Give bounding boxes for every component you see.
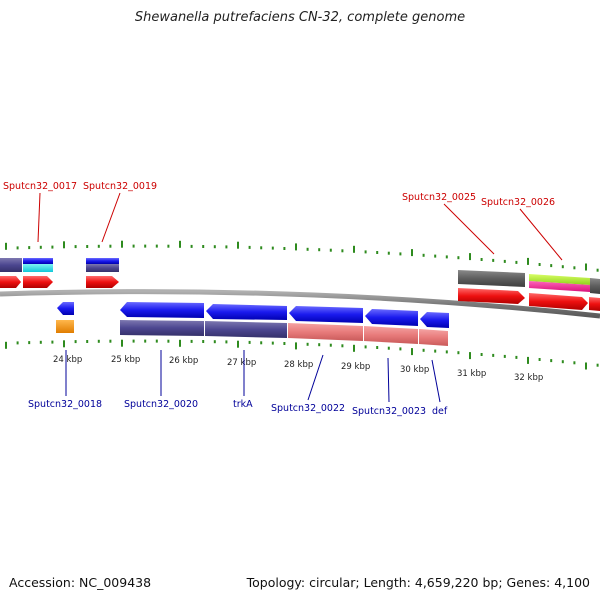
leader-line (519, 208, 563, 261)
gene-feature[interactable] (529, 281, 590, 292)
gene-label-sputcn32-0022[interactable]: Sputcn32_0022 (271, 403, 345, 414)
gene-feature[interactable] (23, 258, 53, 264)
leader-line (101, 192, 121, 243)
tick-label: 32 kbp (514, 373, 543, 383)
gene-arrow-reverse[interactable] (365, 309, 418, 326)
gene-feature[interactable] (205, 321, 287, 338)
gene-feature[interactable] (0, 258, 22, 272)
gene-feature[interactable] (23, 264, 53, 272)
reverse-gene-labels: Sputcn32_0018 Sputcn32_0020 trkA Sputcn3… (28, 350, 448, 417)
gene-label-sputcn32-0017[interactable]: Sputcn32_0017 (3, 181, 77, 192)
gene-arrow-reverse[interactable] (289, 306, 363, 323)
leader-line (431, 359, 441, 403)
gene-label-sputcn32-0020[interactable]: Sputcn32_0020 (124, 399, 198, 410)
tick-labels: 24 kbp 25 kbp 26 kbp 27 kbp 28 kbp 29 kb… (53, 355, 543, 383)
gene-feature[interactable] (458, 270, 525, 287)
genome-backbone (0, 289, 600, 319)
gene-label-sputcn32-0018[interactable]: Sputcn32_0018 (28, 399, 102, 410)
tick-label: 30 kbp (400, 365, 429, 375)
gene-label-trka[interactable]: trkA (233, 399, 253, 410)
gene-label-sputcn32-0023[interactable]: Sputcn32_0023 (352, 406, 426, 417)
gene-arrow-reverse[interactable] (206, 304, 287, 320)
gene-label-sputcn32-0025[interactable]: Sputcn32_0025 (402, 192, 476, 203)
gene-arrow-forward[interactable] (589, 297, 600, 311)
gene-feature[interactable] (56, 320, 74, 333)
gene-arrow-reverse[interactable] (57, 302, 74, 315)
gene-feature[interactable] (419, 329, 448, 346)
accession-text: Accession: NC_009438 (9, 575, 152, 590)
leader-line (37, 192, 41, 243)
gene-feature[interactable] (120, 320, 204, 336)
leader-line (443, 203, 495, 255)
tick-label: 26 kbp (169, 356, 198, 366)
inner-tick-marks (5, 339, 599, 370)
gene-feature[interactable] (288, 323, 363, 341)
gene-arrow-forward[interactable] (458, 288, 525, 304)
tick-label: 29 kbp (341, 362, 370, 372)
gene-label-def[interactable]: def (432, 406, 448, 417)
gene-arrow-reverse[interactable] (120, 302, 204, 318)
gene-arrow-forward[interactable] (86, 276, 119, 288)
outer-tick-marks (5, 240, 599, 272)
gene-feature[interactable] (86, 258, 119, 264)
gene-label-sputcn32-0019[interactable]: Sputcn32_0019 (83, 181, 157, 192)
gene-arrow-reverse[interactable] (420, 312, 449, 328)
forward-gene-labels: Sputcn32_0017 Sputcn32_0019 Sputcn32_002… (3, 181, 563, 261)
tick-label: 28 kbp (284, 360, 313, 370)
tick-label: 27 kbp (227, 358, 256, 368)
gene-feature[interactable] (529, 274, 590, 285)
genome-summary-text: Topology: circular; Length: 4,659,220 bp… (246, 575, 590, 590)
gene-feature[interactable] (590, 278, 600, 294)
reverse-strand-features (56, 302, 449, 346)
gene-arrow-forward[interactable] (529, 293, 588, 310)
leader-line (307, 354, 324, 401)
tick-label: 25 kbp (111, 355, 140, 365)
genome-title: Shewanella putrefaciens CN-32, complete … (134, 10, 466, 25)
tick-label: 31 kbp (457, 369, 486, 379)
tick-label: 24 kbp (53, 355, 82, 365)
gene-arrow-forward[interactable] (0, 276, 21, 288)
forward-strand-features (0, 258, 600, 311)
gene-arrow-forward[interactable] (23, 276, 53, 288)
gene-feature[interactable] (364, 326, 418, 344)
leader-line (387, 357, 390, 403)
gene-feature[interactable] (86, 264, 119, 272)
gene-label-sputcn32-0026[interactable]: Sputcn32_0026 (481, 197, 555, 208)
